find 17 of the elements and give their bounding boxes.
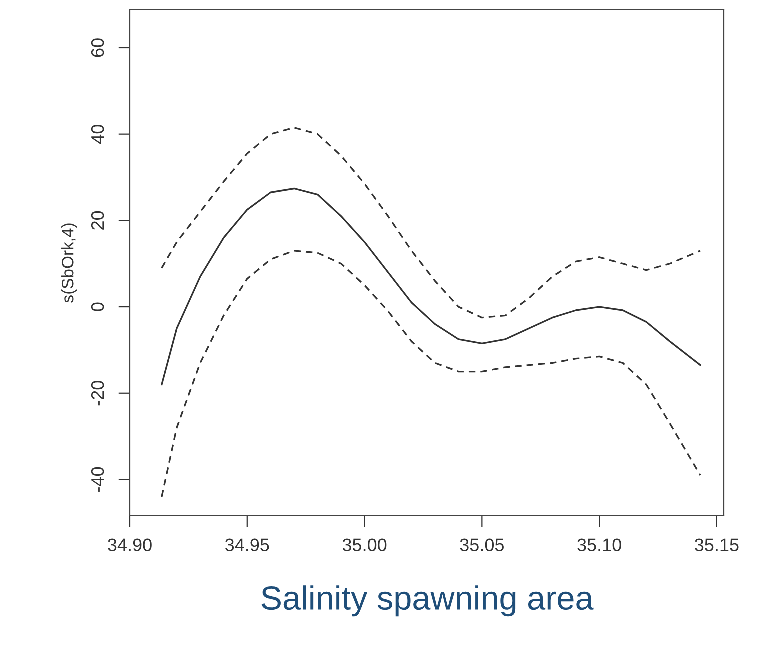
- line-series: [161, 250, 702, 498]
- y-axis-title: s(SbOrk,4): [62, 224, 78, 303]
- y-tick-label: 60: [91, 38, 104, 58]
- line-series: [161, 127, 702, 319]
- y-tick-label: 40: [91, 125, 104, 144]
- line-series: [161, 188, 702, 386]
- x-tick-label: 35.00: [342, 538, 387, 552]
- x-tick-label: 35.10: [578, 538, 622, 552]
- x-tick-label: 35.05: [460, 538, 504, 552]
- x-tick-label: 34.95: [225, 538, 270, 552]
- x-axis-title: Salinity spawning area: [262, 586, 594, 617]
- y-tick-label: 20: [91, 211, 104, 230]
- y-tick-label: -40: [91, 467, 104, 492]
- x-tick-label: 34.90: [108, 538, 152, 552]
- y-tick-label: -20: [91, 381, 104, 406]
- x-tick-label: 35.15: [695, 538, 739, 552]
- y-tick-label: 0: [91, 302, 104, 312]
